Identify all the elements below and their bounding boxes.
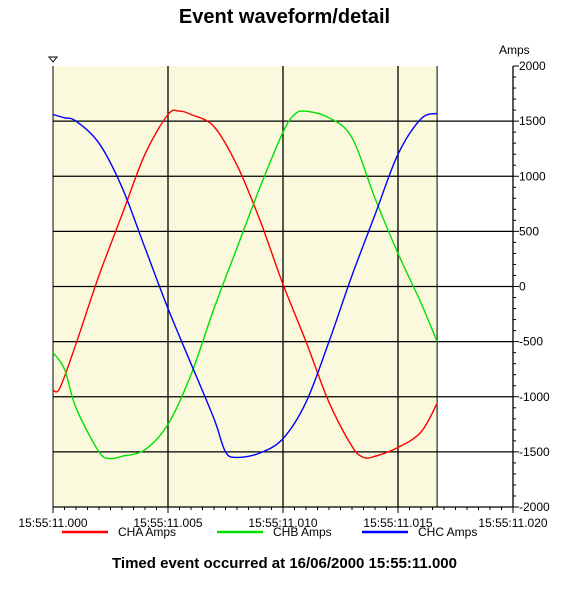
series-line-cha-amps bbox=[52, 109, 438, 459]
series-line-chb-amps bbox=[52, 110, 438, 460]
x-tick-label: 15:55:11.005 bbox=[133, 516, 203, 530]
event-timestamp-caption: Timed event occurred at 16/06/2000 15:55… bbox=[112, 555, 457, 572]
y-tick-label: -2000 bbox=[519, 500, 550, 514]
x-tick-label: 15:55:11.000 bbox=[18, 516, 88, 530]
series-line-chc-amps bbox=[52, 112, 438, 459]
y-axis-unit-label: Amps bbox=[499, 43, 530, 57]
legend-label: CHB Amps bbox=[273, 525, 332, 539]
y-tick-label: -1000 bbox=[519, 390, 550, 404]
x-tick-label: 15:55:11.010 bbox=[248, 516, 318, 530]
legend-item: CHA Amps bbox=[62, 525, 176, 539]
legend-label: CHA Amps bbox=[118, 525, 176, 539]
trigger-marker-icon bbox=[47, 56, 59, 63]
y-tick-label: -500 bbox=[519, 335, 543, 349]
y-tick-label: 0 bbox=[519, 280, 526, 294]
legend-item: CHB Amps bbox=[217, 525, 332, 539]
legend-label: CHC Amps bbox=[418, 525, 477, 539]
x-tick-label: 15:55:11.020 bbox=[478, 516, 548, 530]
y-tick-label: 2000 bbox=[519, 59, 546, 73]
y-tick-label: 1500 bbox=[519, 114, 546, 128]
x-tick-label: 15:55:11.015 bbox=[363, 516, 433, 530]
y-tick-label: 1000 bbox=[519, 169, 546, 183]
legend-item: CHC Amps bbox=[362, 525, 477, 539]
y-tick-label: -1500 bbox=[519, 445, 550, 459]
chart-title: Event waveform/detail bbox=[178, 6, 391, 28]
y-tick-label: 500 bbox=[519, 224, 539, 238]
